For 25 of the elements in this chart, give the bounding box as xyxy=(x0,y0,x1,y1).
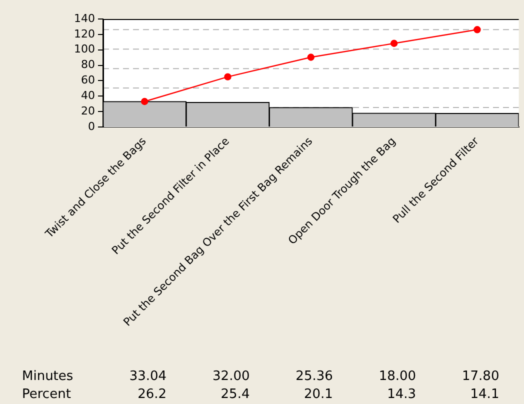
y-tick-label: 0 xyxy=(88,120,95,133)
y-tick-label: 120 xyxy=(74,27,95,40)
text: 20.1 xyxy=(304,387,333,402)
y-tick-label: 40 xyxy=(81,89,95,102)
data-label: 17.80 xyxy=(462,369,500,384)
point xyxy=(307,54,314,61)
data-label: 33.04 xyxy=(129,369,167,384)
y-tick-label: 100 xyxy=(74,42,95,56)
point xyxy=(474,26,481,34)
text: 14.3 xyxy=(387,387,416,402)
text: 14.1 xyxy=(470,387,500,402)
y-tick-label: 20 xyxy=(81,104,95,118)
text: Percent xyxy=(22,387,71,402)
text: 26.2 xyxy=(138,387,167,402)
text: Minutes xyxy=(22,369,74,384)
y-tick-label: 80 xyxy=(81,58,95,72)
y-tick-label: 140 xyxy=(74,12,95,25)
data-label: 25.36 xyxy=(296,369,333,384)
y-tick-label: 60 xyxy=(81,74,95,87)
data-label: 18.00 xyxy=(378,369,416,384)
data-label: 32.00 xyxy=(212,369,250,384)
text: 25.4 xyxy=(220,387,250,402)
point xyxy=(390,40,398,47)
point xyxy=(140,98,148,106)
point xyxy=(224,73,232,80)
